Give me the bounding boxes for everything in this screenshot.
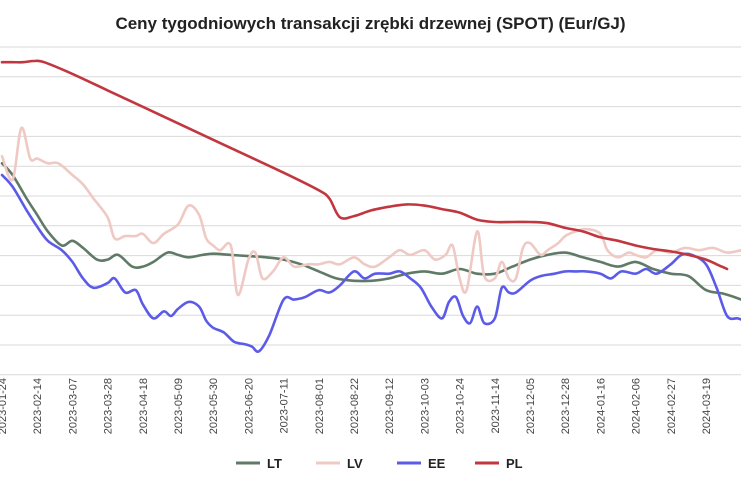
x-tick-label: 2023-05-09	[173, 378, 185, 434]
x-axis-ticks: 2023-01-24 2023-02-14 2023-03-07 2023-03-28…	[0, 378, 713, 434]
legend-label-ee: EE	[428, 456, 446, 471]
x-tick-label: 2023-11-14	[490, 378, 502, 433]
legend: LT LV EE PL	[236, 456, 523, 471]
x-tick-label: 2024-01-16	[595, 378, 607, 434]
series-line-ee	[0, 173, 741, 353]
x-tick-label: 2023-01-24	[0, 378, 9, 434]
series-lines	[0, 59, 741, 353]
x-tick-label: 2023-03-07	[67, 378, 79, 434]
x-tick-label: 2023-10-03	[419, 378, 431, 434]
series-line-pl	[0, 59, 729, 271]
series-line-lt	[0, 162, 741, 301]
x-tick-label: 2023-08-01	[314, 378, 326, 434]
x-tick-label: 2024-03-19	[701, 378, 713, 434]
x-tick-label: 2024-02-27	[666, 378, 678, 434]
legend-label-pl: PL	[506, 456, 523, 471]
x-tick-label: 2023-12-05	[525, 378, 537, 434]
legend-label-lt: LT	[267, 456, 282, 471]
x-tick-label: 2024-02-06	[631, 378, 643, 434]
x-tick-label: 2023-08-22	[349, 378, 361, 434]
x-tick-label: 2023-05-30	[208, 378, 220, 434]
x-tick-label: 2023-07-11	[279, 378, 291, 433]
gridlines	[0, 46, 741, 376]
x-tick-label: 2023-04-18	[138, 378, 150, 434]
x-tick-label: 2023-06-20	[243, 378, 255, 434]
x-tick-label: 2023-10-24	[455, 378, 467, 434]
x-tick-label: 2023-09-12	[384, 378, 396, 434]
legend-label-lv: LV	[347, 456, 363, 471]
x-tick-label: 2023-03-28	[103, 378, 115, 434]
series-line-lv	[0, 126, 741, 297]
x-tick-label: 2023-02-14	[32, 378, 44, 434]
chart-title: Ceny tygodniowych transakcji zrębki drze…	[115, 14, 626, 33]
x-tick-label: 2023-12-28	[560, 378, 572, 434]
